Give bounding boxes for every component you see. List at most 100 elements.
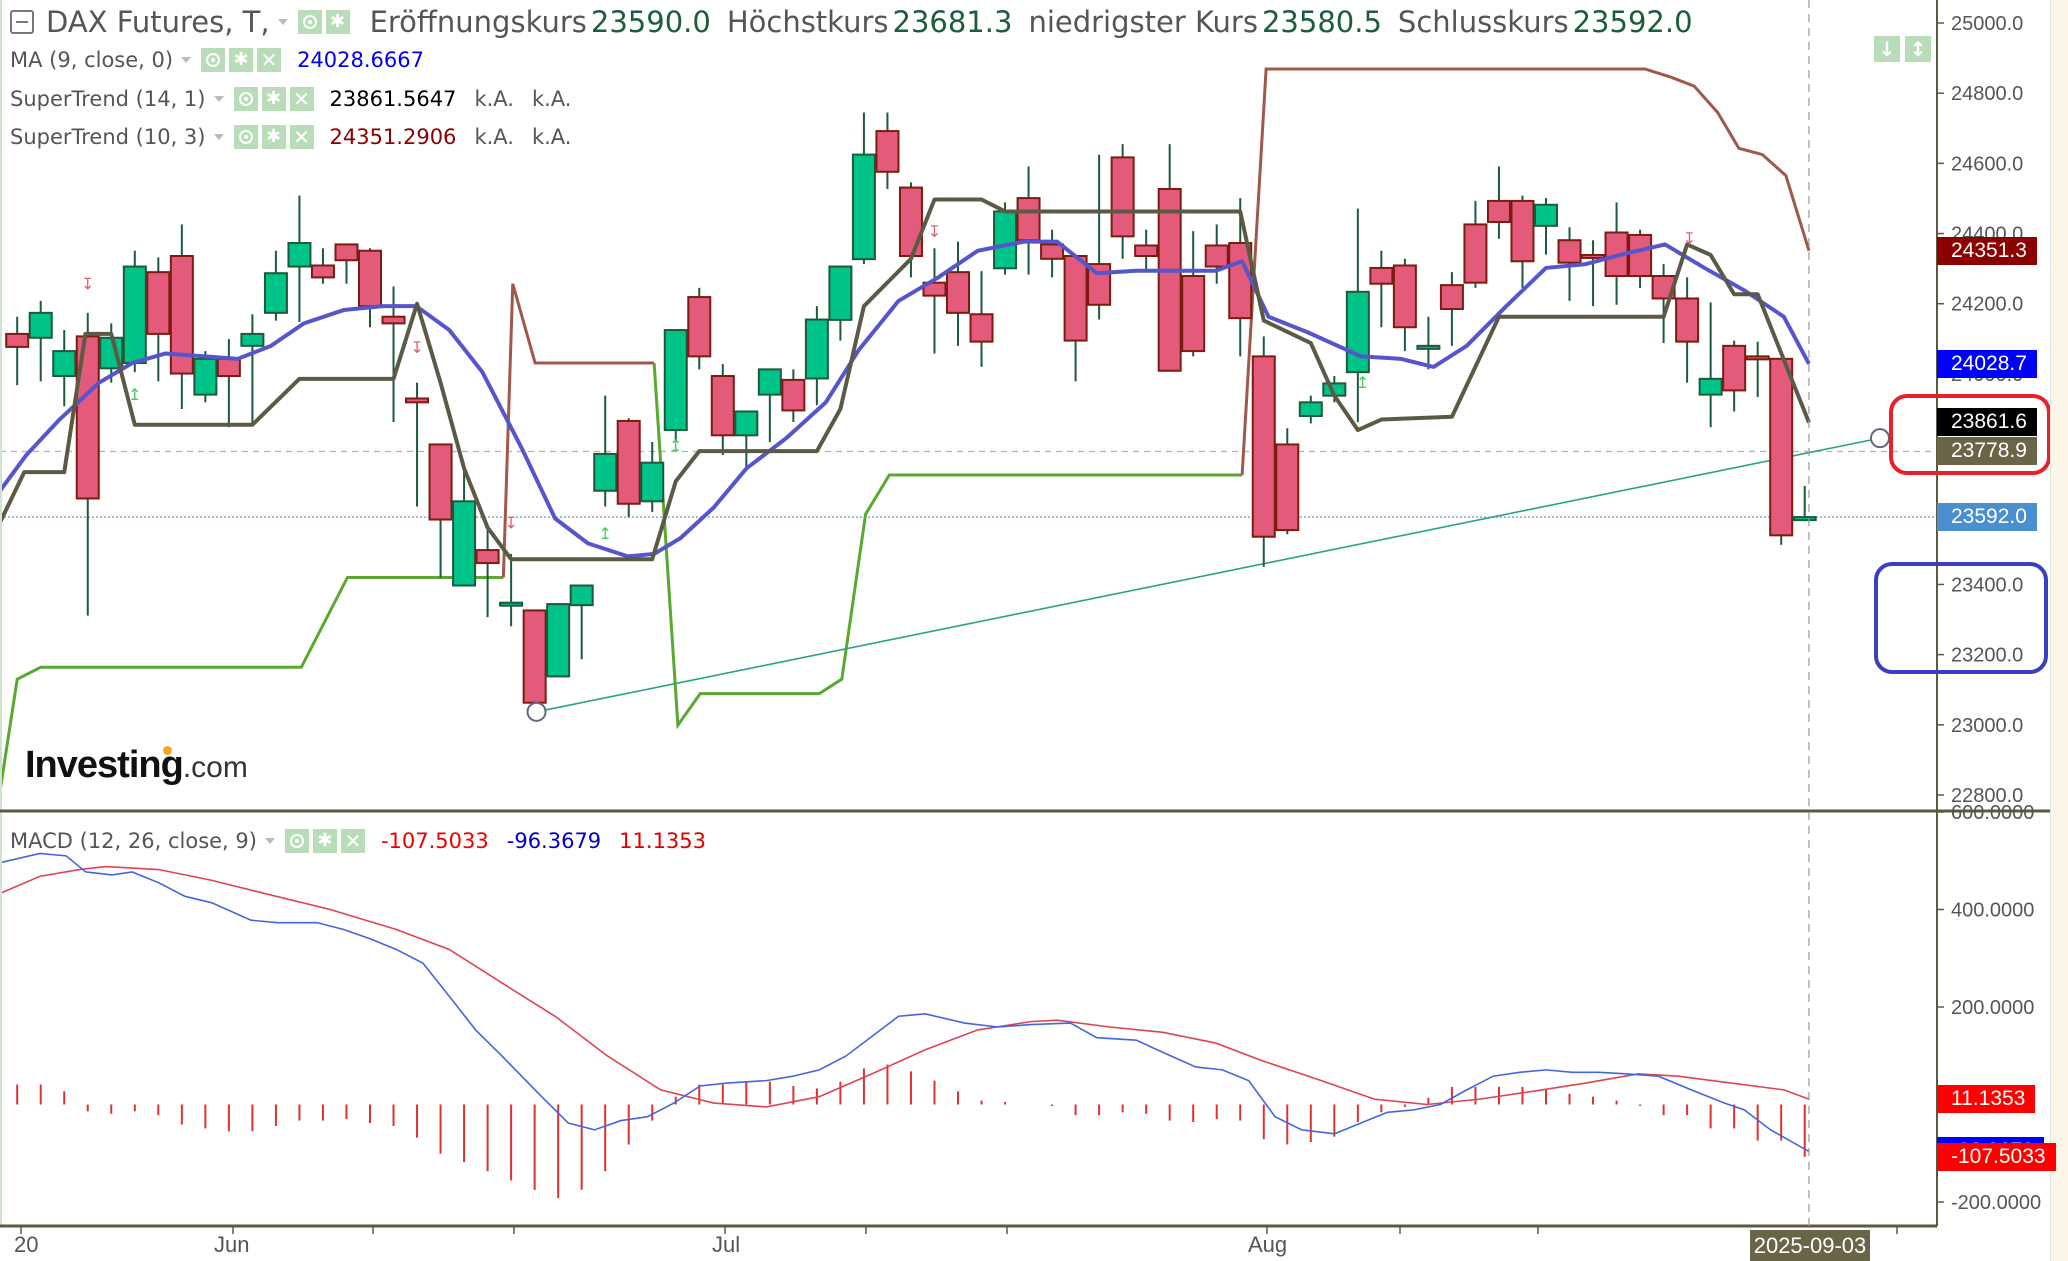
eye-icon[interactable]: [284, 829, 309, 853]
price-tick-label: 25000.0: [1951, 13, 2023, 35]
candle-down: [522, 609, 547, 704]
candle-down: [898, 186, 923, 258]
candle-down: [1134, 244, 1159, 258]
candle-down: [946, 271, 970, 314]
price-tick-label: 24800.0: [1951, 83, 2023, 105]
macd-value: -107.5033: [380, 829, 489, 853]
candle-up: [1298, 401, 1323, 418]
candle-down: [169, 255, 194, 375]
autoscale-button[interactable]: ↕: [1905, 36, 1931, 62]
signal-value: -96.3679: [506, 829, 602, 853]
logo-suffix: .com: [182, 751, 248, 784]
candle-up: [757, 368, 782, 396]
x-axis-label: 20: [14, 1232, 39, 1257]
red-highlight-box: [1889, 394, 2051, 475]
gear-icon[interactable]: [229, 48, 254, 72]
sell-signal-icon: ↧: [504, 513, 517, 532]
sell-signal-icon: ↧: [928, 222, 941, 241]
candle-down: [1110, 156, 1135, 238]
chevron-down-icon[interactable]: [213, 134, 224, 140]
high-label: Höchstkurs: [726, 5, 889, 39]
chevron-down-icon[interactable]: [277, 19, 288, 25]
candle-down: [405, 397, 430, 404]
supertrend-14-1-line: [0, 197, 1811, 562]
candle-down: [1439, 284, 1464, 310]
blue-highlight-box: [1874, 562, 2048, 674]
candles: [5, 112, 1817, 712]
candle-down: [1510, 199, 1535, 263]
high-value: 23681.3: [892, 5, 1013, 39]
candle-down: [1181, 275, 1206, 353]
candle-up: [993, 210, 1018, 270]
candle-up: [499, 601, 524, 607]
price-panel[interactable]: ↧ ↧ ↧ ↧ ↧ ↥ ↥ ↥ ↥: [0, 67, 1937, 792]
price-tag: 23861.6: [1937, 408, 2037, 437]
indicator-value: 24351.2906: [329, 125, 457, 149]
candle-down: [1369, 266, 1394, 285]
candle-up: [851, 153, 876, 261]
candle-up: [122, 265, 147, 365]
candle-up: [28, 311, 53, 339]
candle-down: [216, 357, 241, 378]
close-icon[interactable]: [289, 125, 314, 149]
indicator-extra: k.A.: [474, 125, 514, 149]
price-tag: 24028.7: [1937, 349, 2037, 378]
histogram-value: 11.1353: [619, 829, 707, 853]
close-icon[interactable]: [289, 87, 314, 111]
gear-icon[interactable]: [261, 125, 286, 149]
gear-icon[interactable]: [261, 87, 286, 111]
macd-line: [0, 852, 1810, 1153]
instrument-header: DAX Futures, T, Eröffnungskurs 23590.0 H…: [10, 2, 1693, 42]
candle-down: [1016, 197, 1041, 242]
close-icon[interactable]: [340, 829, 365, 853]
scroll-down-button[interactable]: ↓: [1874, 36, 1900, 62]
gear-icon[interactable]: [325, 10, 350, 34]
chevron-down-icon[interactable]: [213, 96, 224, 102]
candle-down: [1392, 264, 1417, 329]
instrument-title: DAX Futures, T,: [46, 5, 270, 39]
eye-icon[interactable]: [233, 125, 258, 149]
candle-down: [969, 313, 994, 343]
price-tick-label: 24600.0: [1951, 153, 2023, 175]
collapse-icon[interactable]: [10, 10, 34, 34]
supertrend-10-3-line: [652, 362, 1243, 730]
trendline-handle[interactable]: [1869, 428, 1890, 449]
indicator-value: 23861.5647: [329, 87, 457, 111]
macd-tick-label: 400.0000: [1951, 900, 2034, 922]
candle-down: [687, 296, 712, 358]
chevron-down-icon[interactable]: [181, 57, 192, 63]
sell-signal-icon: ↧: [410, 338, 423, 357]
buy-signal-icon: ↥: [1356, 373, 1369, 392]
eye-icon[interactable]: [233, 87, 258, 111]
indicator-row-ma: MA (9, close, 0) 24028.6667: [10, 45, 424, 75]
x-axis-label: Jun: [214, 1232, 250, 1257]
trendline[interactable]: [536, 437, 1881, 713]
macd-panel[interactable]: [0, 852, 1810, 1199]
candle-up: [593, 452, 618, 492]
candle-down: [5, 332, 30, 348]
gear-icon[interactable]: [312, 829, 337, 853]
candle-down: [616, 419, 641, 505]
macd-tag: -107.5033: [1937, 1142, 2056, 1171]
low-label: niedrigster Kurs: [1028, 5, 1258, 39]
candle-down: [310, 264, 335, 279]
price-tick-label: 22800.0: [1951, 785, 2023, 807]
indicator-extra: k.A.: [531, 125, 572, 149]
candle-down: [1675, 297, 1700, 343]
candle-up: [663, 329, 688, 432]
open-label: Eröffnungskurs: [369, 5, 587, 39]
candle-up: [546, 603, 571, 678]
eye-icon[interactable]: [297, 10, 322, 34]
eye-icon[interactable]: [201, 48, 226, 72]
candle-up: [263, 272, 288, 314]
candle-down: [1628, 233, 1653, 278]
supertrend-10-3-line: [1240, 67, 1811, 476]
candle-down: [475, 549, 500, 565]
trendline-handle[interactable]: [526, 701, 547, 722]
chevron-down-icon[interactable]: [264, 838, 275, 844]
close-icon[interactable]: [257, 48, 282, 72]
indicator-name: MA (9, close, 0): [10, 48, 174, 72]
candle-down: [358, 249, 382, 308]
buy-signal-icon: ↥: [669, 436, 682, 455]
